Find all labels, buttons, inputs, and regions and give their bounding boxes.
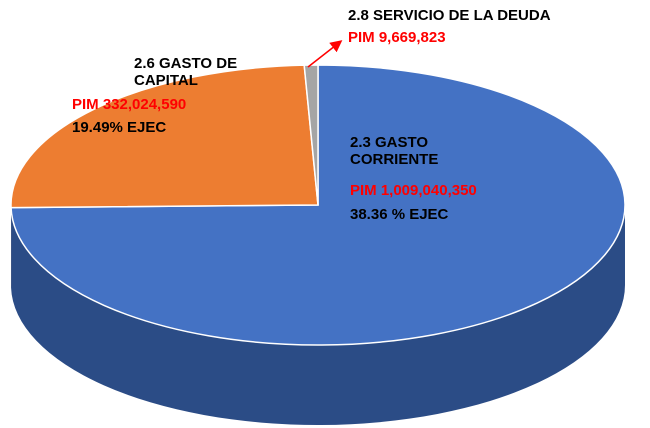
slice (10, 64, 319, 209)
value-label: PIM 1,009,040,350 (350, 182, 477, 199)
category-label: 2.3 GASTO CORRIENTE (350, 134, 439, 168)
slice-side (11, 205, 626, 425)
leader-arrow (307, 40, 343, 68)
annotation: 19.49% EJEC (72, 119, 167, 136)
pie-sides (11, 205, 626, 425)
pie-tops (10, 64, 626, 346)
value-label: PIM 332,024,590 (72, 96, 187, 113)
value-label: PIM 9,669,823 (348, 29, 446, 46)
annotation: 38.36 % EJEC (350, 206, 449, 223)
category-label: 2.8 SERVICIO DE LA DEUDA (348, 7, 551, 24)
category-label: 2.6 GASTO DE CAPITAL (134, 55, 238, 89)
